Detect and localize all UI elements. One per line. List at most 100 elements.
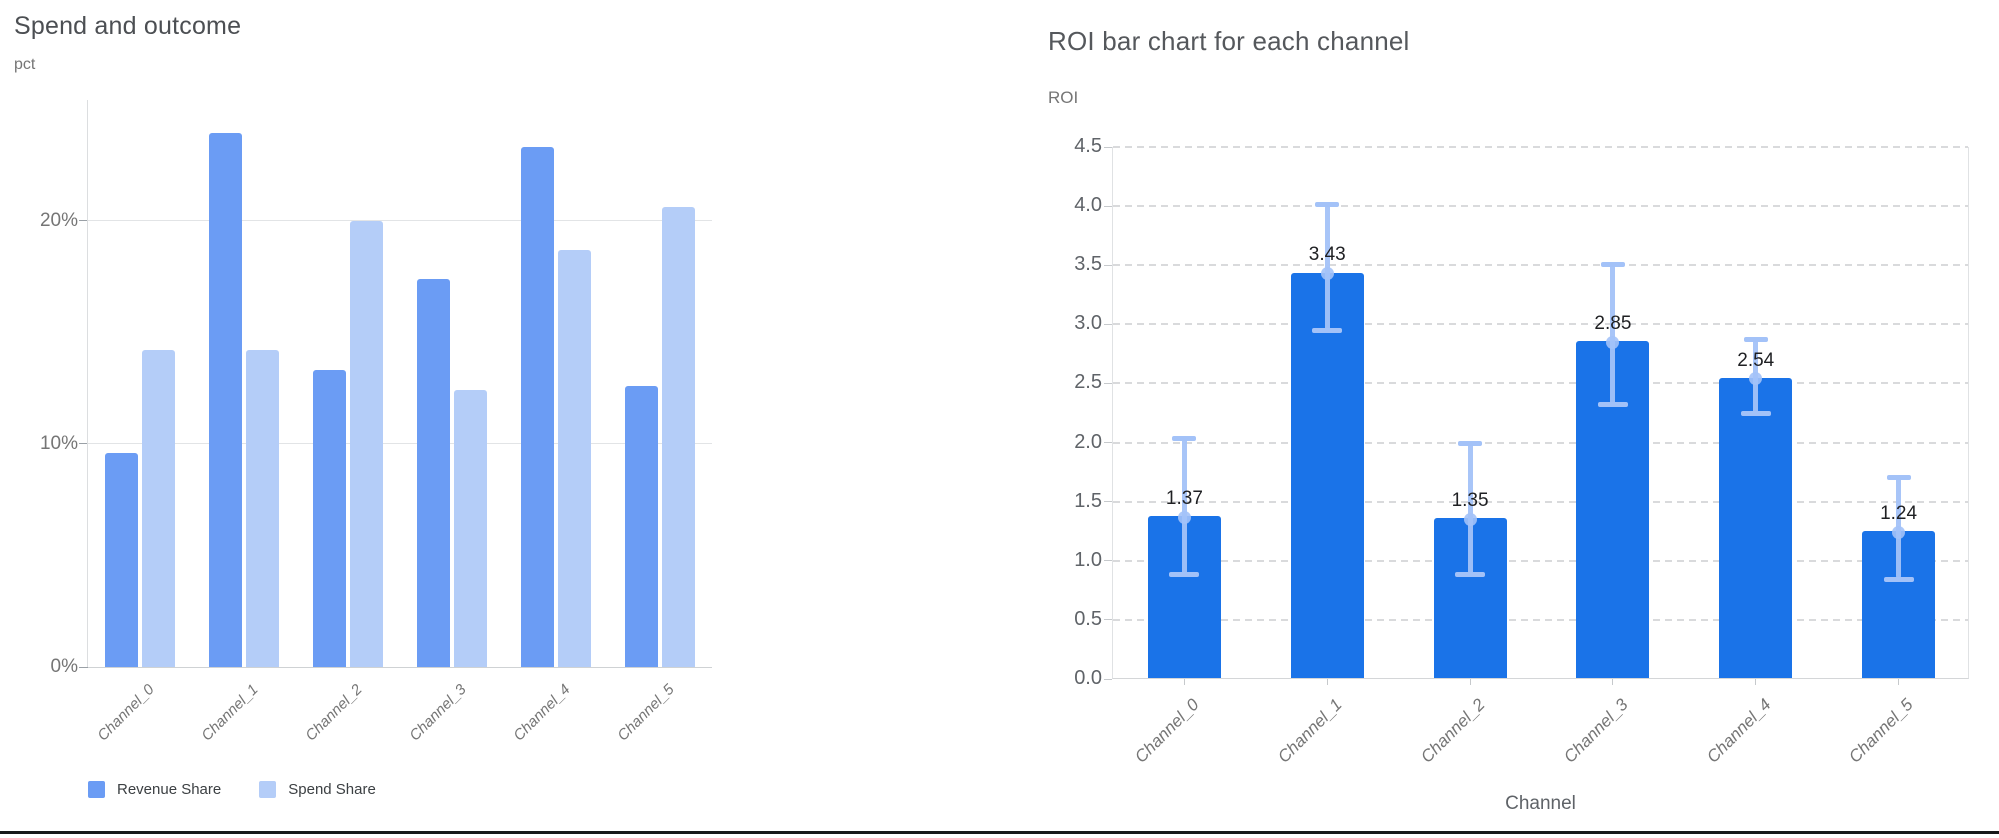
x-tick-label-channel-2: Channel_2	[1416, 695, 1489, 767]
roi-chart: ROI bar chart for each channel ROI 0.0 0.…	[1040, 0, 1999, 838]
left-y-axis-unit: pct	[14, 56, 36, 73]
error-bar-whisker-channel-0	[1181, 437, 1187, 574]
y-tick-mark	[1104, 382, 1112, 384]
error-bar-cap-bottom-channel-3	[1597, 401, 1628, 407]
x-tick-label-channel-2: Channel_2	[302, 681, 367, 745]
error-bar-cap-bottom-channel-4	[1740, 411, 1771, 416]
error-bar-node-channel-4	[1749, 372, 1763, 386]
x-tick-label-channel-4: Channel_4	[1702, 695, 1775, 767]
x-tick-label-channel-1: Channel_1	[198, 681, 263, 745]
x-tick-label-channel-0: Channel_0	[1131, 695, 1203, 767]
x-tick-label-channel-1: Channel_1	[1274, 695, 1346, 767]
bar-revenue-share-channel-5[interactable]	[625, 385, 658, 667]
gridline-4.0	[1113, 205, 1968, 208]
legend-item-revenue-share[interactable]: Revenue Share	[88, 780, 222, 798]
value-label-channel-0: 1.37	[1165, 488, 1203, 510]
right-y-axis-unit: ROI	[1048, 88, 1079, 107]
legend-label-spend-share: Spend Share	[288, 780, 376, 798]
y-tick-label: 0%	[50, 656, 78, 677]
x-tick-mark-channel-1	[1326, 679, 1328, 685]
bar-revenue-share-channel-0[interactable]	[105, 452, 138, 667]
bar-spend-share-channel-5[interactable]	[662, 207, 695, 667]
x-tick-mark-channel-0	[1183, 679, 1185, 685]
y-tick-label: 2.0	[1074, 430, 1102, 453]
bar-revenue-share-channel-2[interactable]	[313, 370, 346, 667]
gridline-0.5	[1113, 618, 1968, 621]
error-bar-node-channel-5	[1892, 525, 1906, 539]
bar-revenue-share-channel-3[interactable]	[417, 278, 450, 667]
x-tick-label-channel-4: Channel_4	[510, 681, 575, 745]
y-tick-mark	[1104, 205, 1112, 207]
y-tick-mark	[79, 220, 88, 222]
y-tick-mark	[1104, 501, 1112, 503]
error-bar-cap-top-channel-2	[1458, 440, 1483, 446]
error-bar-cap-top-channel-1	[1315, 201, 1340, 207]
gridline-4.5	[1113, 146, 1968, 148]
gridline-3.5	[1113, 264, 1968, 267]
left-chart-title: Spend and outcome	[14, 12, 242, 40]
x-tick-mark-channel-5	[1898, 679, 1900, 685]
gridline-1.5	[1113, 500, 1968, 503]
error-bar-node-channel-1	[1320, 266, 1334, 280]
y-tick-mark	[1104, 146, 1112, 148]
bar-roi-channel-1[interactable]	[1290, 272, 1364, 678]
bar-spend-share-channel-3[interactable]	[454, 390, 487, 667]
y-tick-label: 4.5	[1074, 135, 1102, 157]
error-bar-cap-bottom-channel-0	[1169, 571, 1200, 577]
error-bar-whisker-channel-2	[1467, 442, 1473, 574]
right-plot-area: 1.37 Channel_0 3.43 Channel_1 1.35 Channel_2 2…	[1104, 146, 1969, 767]
y-tick-mark	[79, 443, 88, 445]
error-bar-cap-bottom-channel-1	[1312, 328, 1343, 334]
y-tick-mark	[1104, 264, 1112, 266]
y-tick-label: 20%	[39, 209, 78, 231]
left-y-axis-line	[87, 100, 88, 667]
gridline-20%	[88, 220, 712, 222]
bar-revenue-share-channel-4[interactable]	[521, 146, 554, 667]
y-tick-mark	[1104, 678, 1112, 680]
legend-label-revenue-share: Revenue Share	[117, 780, 222, 798]
error-bar-whisker-channel-1	[1324, 203, 1330, 331]
gridline-2.5	[1113, 382, 1968, 385]
error-bar-cap-top-channel-5	[1886, 474, 1911, 480]
error-bar-cap-bottom-channel-5	[1883, 576, 1914, 582]
y-tick-label: 3.5	[1074, 253, 1102, 276]
gridline-2.0	[1113, 441, 1968, 444]
value-label-channel-4: 2.54	[1737, 349, 1775, 371]
y-tick-mark	[1104, 619, 1112, 621]
y-tick-mark	[1104, 560, 1112, 562]
window-bottom-border	[0, 831, 1999, 834]
bar-spend-share-channel-1[interactable]	[246, 350, 279, 667]
left-y-axis-labels: 0% 10% 20%	[0, 0, 78, 720]
error-bar-whisker-channel-3	[1610, 264, 1616, 404]
value-label-channel-3: 2.85	[1594, 313, 1632, 335]
y-tick-label: 2.5	[1074, 371, 1102, 394]
bar-spend-share-channel-4[interactable]	[558, 249, 591, 667]
legend-swatch-revenue-share	[88, 780, 105, 798]
y-tick-label: 0.5	[1074, 607, 1102, 630]
left-plot-area: Channel_0 Channel_1 Channel_2 Channel_3 Chan…	[79, 100, 712, 744]
y-tick-label: 4.0	[1074, 194, 1102, 217]
x-tick-label-channel-5: Channel_5	[614, 681, 679, 745]
x-tick-label-channel-3: Channel_3	[406, 681, 471, 745]
gridline-3.0	[1113, 323, 1968, 326]
x-tick-label-channel-5: Channel_5	[1845, 695, 1918, 767]
value-label-channel-1: 3.43	[1308, 244, 1346, 266]
gridline-10%	[88, 443, 712, 445]
y-tick-label: 1.0	[1074, 548, 1102, 571]
value-label-channel-5: 1.24	[1880, 503, 1918, 525]
y-tick-label: 10%	[39, 432, 78, 454]
right-y-axis-labels: 0.0 0.5 1.0 1.5 2.0 2.5 3.0 3.5 4.0 4.5	[1040, 0, 1104, 720]
bar-revenue-share-channel-1[interactable]	[209, 133, 242, 667]
bar-spend-share-channel-0[interactable]	[142, 350, 175, 667]
x-tick-label-channel-0: Channel_0	[94, 681, 159, 745]
gridline-0%	[88, 666, 712, 668]
error-bar-cap-top-channel-0	[1172, 435, 1197, 441]
bar-roi-channel-4[interactable]	[1719, 377, 1793, 678]
y-tick-label: 3.0	[1074, 312, 1102, 335]
legend-item-spend-share[interactable]: Spend Share	[259, 780, 376, 798]
error-bar-node-channel-3	[1606, 335, 1620, 349]
bar-spend-share-channel-2[interactable]	[350, 220, 383, 667]
x-tick-mark-channel-3	[1612, 679, 1614, 685]
y-tick-label: 1.5	[1074, 489, 1102, 512]
